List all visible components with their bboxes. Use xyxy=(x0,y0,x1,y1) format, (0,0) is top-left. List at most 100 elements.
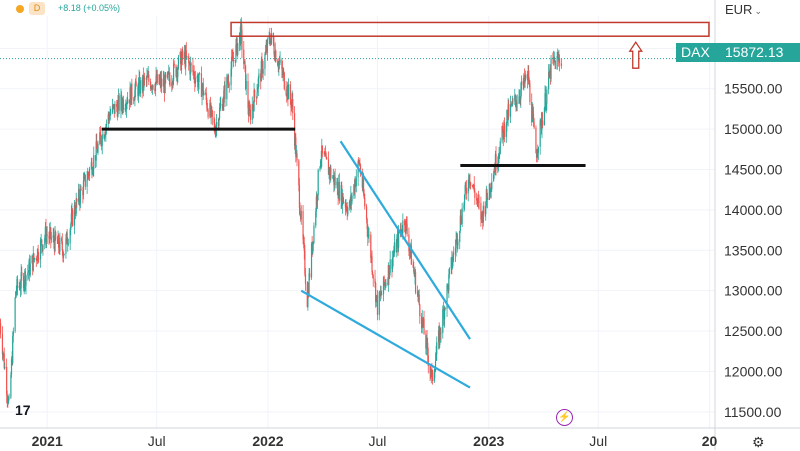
candle-body xyxy=(512,100,514,102)
candle-body xyxy=(304,274,307,284)
candle-body xyxy=(443,309,445,320)
candle-body xyxy=(316,196,318,202)
candle-body xyxy=(282,72,284,76)
candle-body xyxy=(345,205,347,208)
candle-body xyxy=(430,370,432,376)
candle-body xyxy=(405,219,408,224)
y-tick-label: 15500.00 xyxy=(724,81,783,97)
candle-body xyxy=(230,68,232,86)
candle-body xyxy=(84,174,86,177)
candle-body xyxy=(44,237,46,245)
candle-body xyxy=(286,95,288,97)
candle-body xyxy=(28,260,30,272)
candle-body xyxy=(180,58,183,71)
y-tick-label: 13000.00 xyxy=(724,283,783,299)
candle-body xyxy=(14,298,16,332)
candle-body xyxy=(143,77,145,88)
candle-body xyxy=(404,225,406,232)
candle-body xyxy=(103,134,105,139)
candle-body xyxy=(105,123,108,127)
tradingview-logo-icon[interactable]: 17 xyxy=(15,402,31,418)
candle-body xyxy=(427,355,429,366)
candle-body xyxy=(355,177,357,187)
candle-body xyxy=(209,103,211,117)
candle-body xyxy=(450,257,452,269)
candle-body xyxy=(554,60,556,62)
y-tick-label: 15000.00 xyxy=(724,121,783,137)
candle-body xyxy=(320,160,322,167)
candle-body xyxy=(232,60,235,62)
candle-body xyxy=(3,353,5,369)
currency-selector[interactable]: EUR ⌄ xyxy=(725,2,762,17)
candle-body xyxy=(172,80,174,85)
candle-body xyxy=(552,57,555,60)
candle-body xyxy=(554,60,556,70)
candle-body xyxy=(35,258,37,260)
candle-body xyxy=(188,56,190,64)
candle-body xyxy=(401,232,403,234)
candle-body xyxy=(378,292,380,315)
candle-body xyxy=(194,78,196,84)
candle-body xyxy=(557,56,559,58)
candle-body xyxy=(235,44,237,62)
candle-body xyxy=(536,153,538,158)
candle-body xyxy=(12,331,14,336)
candle-body xyxy=(383,276,385,285)
candle-body xyxy=(101,134,103,146)
candle-body xyxy=(232,57,234,62)
candle-body xyxy=(346,210,348,215)
candle-body xyxy=(236,38,238,55)
candle-body xyxy=(224,85,226,100)
candle-body xyxy=(179,51,181,57)
candle-body xyxy=(379,292,382,296)
candle-body xyxy=(278,62,281,64)
candle-body xyxy=(167,72,169,74)
gear-icon[interactable]: ⚙ xyxy=(752,434,765,450)
lightning-icon[interactable]: ⚡ xyxy=(556,409,573,426)
candle-body xyxy=(193,71,195,79)
candle-body xyxy=(206,108,209,110)
candle-body xyxy=(105,126,107,135)
candle-body xyxy=(413,271,415,277)
candle-body xyxy=(222,102,224,110)
candle-body xyxy=(65,238,67,254)
candle-body xyxy=(524,78,526,84)
candle-body xyxy=(451,257,453,268)
candle-body xyxy=(503,122,505,139)
candle-body xyxy=(340,185,342,201)
candle-body xyxy=(502,129,504,139)
candle-body xyxy=(205,93,207,95)
candle-body xyxy=(527,70,529,80)
candle-body xyxy=(196,76,198,79)
candle-body xyxy=(76,199,78,202)
candle-body xyxy=(344,201,347,208)
candle-body xyxy=(1,334,4,355)
candle-body xyxy=(440,332,442,334)
interval-badge[interactable]: D xyxy=(29,2,45,15)
candle-body xyxy=(413,267,415,272)
candle-body xyxy=(190,63,192,65)
candle-body xyxy=(197,76,199,88)
candle-body xyxy=(95,141,97,161)
candle-body xyxy=(281,69,284,76)
candle-body xyxy=(319,166,321,170)
status-dot-icon xyxy=(16,5,24,13)
candle-body xyxy=(110,112,112,114)
candle-body xyxy=(23,283,25,289)
candle-body xyxy=(130,87,132,105)
candle-body xyxy=(516,103,518,105)
candle-body xyxy=(444,307,446,320)
candle-body xyxy=(300,210,302,220)
candle-body xyxy=(473,184,475,187)
candle-body xyxy=(478,201,480,203)
candle-body xyxy=(248,108,250,116)
candle-body xyxy=(410,244,412,265)
candle-body xyxy=(459,230,461,242)
candle-body xyxy=(545,103,547,109)
candle-body xyxy=(29,263,31,276)
candle-body xyxy=(59,237,61,252)
candle-body xyxy=(292,99,294,114)
candle-body xyxy=(40,239,42,241)
candle-body xyxy=(451,262,454,268)
